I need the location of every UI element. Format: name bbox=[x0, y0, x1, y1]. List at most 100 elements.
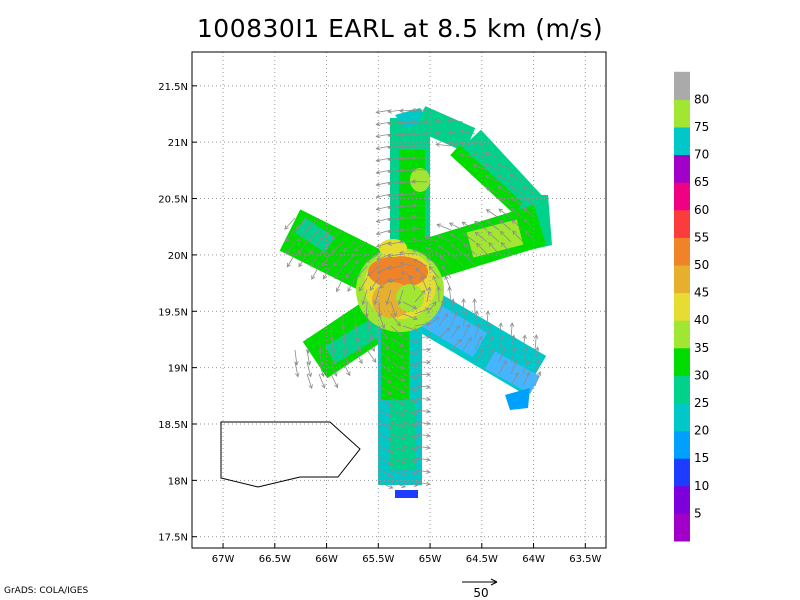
wind-arrowhead bbox=[413, 434, 419, 440]
wind-arrow bbox=[411, 181, 428, 183]
wind-arrowhead bbox=[330, 235, 336, 241]
wind-arrowhead bbox=[498, 322, 503, 328]
wind-arrowhead bbox=[387, 390, 393, 395]
vector-scale: 50 bbox=[462, 578, 498, 600]
wind-arrowhead bbox=[384, 345, 390, 351]
wind-arrow bbox=[378, 337, 389, 350]
wind-arrowhead bbox=[387, 413, 393, 418]
wind-arrowhead bbox=[400, 377, 406, 382]
wind-arrow bbox=[420, 275, 428, 291]
wind-speed-field bbox=[279, 106, 552, 498]
wind-arrow bbox=[413, 259, 428, 267]
wind-arrow bbox=[414, 481, 430, 485]
colorbar-swatch bbox=[674, 127, 690, 156]
wind-arrow bbox=[462, 298, 465, 315]
wind-arrowhead bbox=[297, 249, 302, 255]
wind-arrowhead bbox=[459, 152, 465, 158]
wind-arrow bbox=[534, 371, 541, 387]
wind-arrowhead bbox=[472, 298, 477, 303]
rainband bbox=[422, 302, 488, 358]
wind-arrow bbox=[376, 217, 392, 223]
wind-arrow bbox=[378, 469, 393, 477]
wind-arrowhead bbox=[399, 180, 404, 185]
wind-arrow bbox=[354, 349, 363, 364]
wind-arrowhead bbox=[319, 360, 324, 366]
wind-arrowhead bbox=[396, 321, 401, 327]
colorbar-swatch bbox=[674, 71, 690, 100]
wind-arrow bbox=[462, 232, 476, 243]
wind-arrow bbox=[330, 373, 338, 388]
colorbar-swatch bbox=[674, 99, 690, 128]
wind-arrow bbox=[498, 335, 504, 351]
wind-arrowhead bbox=[411, 107, 416, 113]
wind-arrow bbox=[408, 275, 416, 291]
wind-arrow bbox=[402, 481, 418, 486]
wind-arrowhead bbox=[411, 191, 416, 196]
colorbar-swatch bbox=[674, 430, 690, 459]
wind-arrowhead bbox=[462, 232, 467, 237]
map-title: 100830I1 EARL at 8.5 km (m/s) bbox=[196, 14, 604, 43]
wind-arrow bbox=[512, 230, 524, 243]
wind-arrow bbox=[296, 229, 308, 242]
wind-arrowhead bbox=[488, 242, 493, 247]
wind-arrow bbox=[414, 457, 430, 461]
wind-arrowhead bbox=[476, 322, 481, 328]
wind-arrowhead bbox=[375, 121, 381, 127]
wind-arrowhead bbox=[369, 335, 374, 341]
colorbar-swatch bbox=[674, 458, 690, 487]
wind-arrow bbox=[296, 217, 308, 229]
wind-arrowhead bbox=[478, 335, 483, 341]
wind-arrow bbox=[369, 277, 380, 291]
wind-arrowhead bbox=[522, 196, 528, 201]
wind-arrowhead bbox=[386, 367, 392, 373]
wind-arrow bbox=[414, 421, 430, 425]
wind-arrowhead bbox=[413, 470, 419, 476]
wind-arrow bbox=[476, 243, 488, 255]
credit-text: GrADS: COLA/IGES bbox=[4, 586, 89, 596]
colorbar-swatch bbox=[674, 320, 690, 349]
wind-arrow bbox=[424, 236, 440, 243]
wind-arrowhead bbox=[387, 145, 392, 150]
wind-arrow bbox=[485, 186, 500, 195]
wind-arrow bbox=[286, 241, 296, 255]
colorbar-label: 65 bbox=[694, 175, 709, 189]
wind-arrowhead bbox=[412, 258, 418, 263]
wind-arrowhead bbox=[450, 244, 456, 249]
wind-arrow bbox=[414, 469, 430, 473]
wind-arrowhead bbox=[392, 312, 397, 318]
wind-arrow bbox=[333, 253, 344, 266]
wind-arrowhead bbox=[436, 234, 442, 239]
wind-arrow bbox=[402, 325, 418, 331]
wind-arrow bbox=[484, 163, 500, 171]
wind-arrowhead bbox=[298, 262, 303, 268]
wind-arrowhead bbox=[449, 233, 455, 238]
wind-arrow bbox=[438, 327, 451, 339]
wind-arrow bbox=[376, 109, 392, 113]
wind-arrow bbox=[294, 349, 298, 365]
wind-arrow bbox=[377, 265, 392, 274]
lat-tick-label: 17.5N bbox=[158, 533, 188, 544]
wind-arrow bbox=[284, 217, 296, 230]
wind-arrowhead bbox=[484, 151, 489, 157]
wind-arrowhead bbox=[321, 383, 326, 389]
wind-arrowhead bbox=[426, 421, 431, 426]
wind-arrowhead bbox=[513, 359, 518, 365]
wind-arrowhead bbox=[308, 249, 314, 255]
colorbar-label: 80 bbox=[694, 92, 709, 106]
wind-arrow bbox=[400, 262, 416, 267]
wind-arrowhead bbox=[399, 250, 404, 256]
wind-arrowhead bbox=[413, 386, 419, 392]
wind-arrow bbox=[475, 232, 488, 243]
plot-frame bbox=[191, 51, 607, 549]
wind-arrow bbox=[474, 323, 480, 339]
wind-arrow bbox=[425, 246, 440, 255]
wind-arrowhead bbox=[388, 425, 393, 430]
wind-arrowhead bbox=[387, 265, 393, 271]
wind-arrowhead bbox=[471, 140, 477, 146]
wind-arrow bbox=[310, 253, 320, 267]
colorbar-swatch bbox=[674, 375, 690, 404]
wind-arrowhead bbox=[498, 208, 503, 213]
wind-arrowhead bbox=[509, 322, 515, 327]
wind-arrowhead bbox=[502, 360, 507, 365]
wind-arrowhead bbox=[387, 181, 392, 186]
